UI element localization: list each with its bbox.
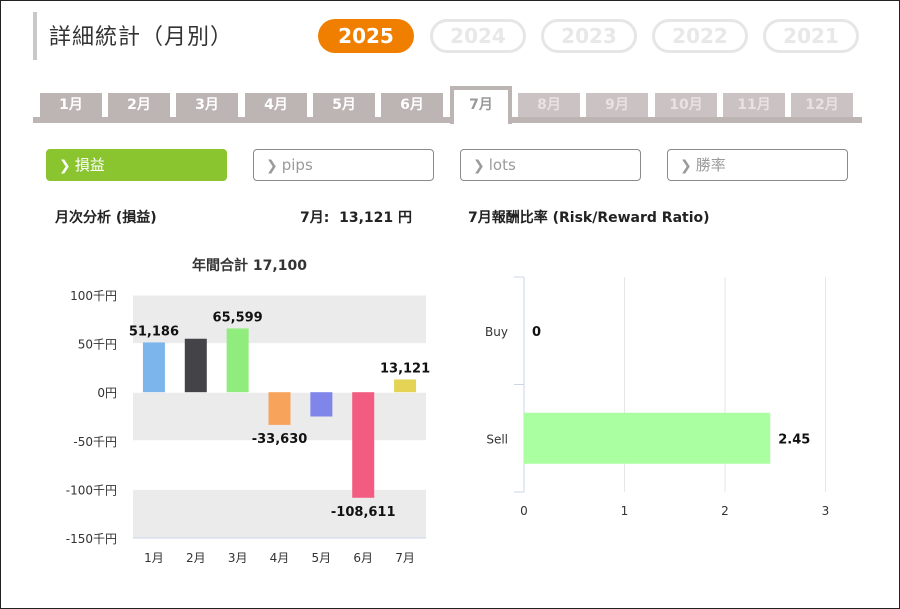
- month-tab-12[interactable]: 12月: [791, 93, 853, 117]
- bar-1月: [142, 342, 165, 393]
- metric-tab-label: lots: [488, 156, 516, 174]
- monthly-profit-chart: 100千円 50千円 0円 -50千円 -100千円 -150千円 年間合計 17,100 5…: [66, 257, 430, 565]
- month-tab-1[interactable]: 1月: [40, 93, 102, 117]
- bar-5月: [310, 392, 333, 417]
- data-label: 51,186: [129, 324, 179, 339]
- y-tick-label: Sell: [486, 432, 508, 446]
- month-tab-9[interactable]: 9月: [586, 93, 648, 117]
- x-tick-label: 1: [621, 504, 629, 518]
- bar-4月: [268, 392, 291, 425]
- month-tab-3[interactable]: 3月: [176, 93, 238, 117]
- year-tab-2024[interactable]: 2024: [430, 19, 526, 53]
- y-tick-label: -50千円: [73, 435, 117, 449]
- data-label: 65,599: [213, 310, 263, 325]
- y-tick-label: Buy: [485, 325, 508, 339]
- data-label: -108,611: [331, 505, 396, 520]
- bar-6月: [352, 392, 375, 498]
- y-tick-label: 50千円: [78, 338, 117, 352]
- bar-7月: [394, 379, 417, 393]
- metric-tab-winrate[interactable]: ❯ 勝率: [667, 149, 848, 181]
- chart-title: 年間合計 17,100: [192, 257, 307, 274]
- bar-2月: [184, 338, 207, 393]
- data-label: -33,630: [252, 432, 308, 447]
- x-tick-label: 3月: [228, 551, 248, 565]
- x-tick-label: 2月: [186, 551, 206, 565]
- month-tab-8[interactable]: 8月: [518, 93, 580, 117]
- grid-band: [133, 440, 426, 490]
- year-tab-2025[interactable]: 2025: [318, 19, 414, 53]
- chevron-right-icon: ❯: [59, 158, 71, 174]
- grid-band: [133, 295, 426, 344]
- monthly-analysis-heading: 月次分析 (損益): [55, 210, 157, 226]
- risk-reward-chart: 0 1 2 3 Buy 0 Sell 2.45: [485, 276, 830, 518]
- x-tick-label: 0: [520, 504, 528, 518]
- month-tab-11[interactable]: 11月: [723, 93, 785, 117]
- month-tab-4[interactable]: 4月: [245, 93, 307, 117]
- metric-tab-label: 勝率: [695, 156, 726, 174]
- data-label: 2.45: [778, 432, 810, 447]
- metric-tab-lots[interactable]: ❯ lots: [460, 149, 641, 181]
- metric-tab-label: pips: [281, 156, 313, 174]
- chevron-right-icon: ❯: [266, 158, 278, 174]
- y-tick-label: 100千円: [70, 289, 117, 303]
- bar-3月: [226, 328, 249, 393]
- bar-Sell: [524, 412, 771, 464]
- x-tick-label: 1月: [144, 551, 164, 565]
- metric-tab-label: 損益: [74, 156, 105, 174]
- x-tick-label: 4月: [270, 551, 290, 565]
- metric-tab-profit[interactable]: ❯ 損益: [46, 149, 227, 181]
- x-tick-label: 6月: [353, 551, 373, 565]
- x-tick-label: 2: [721, 504, 729, 518]
- x-tick-label: 7月: [395, 551, 415, 565]
- risk-reward-heading: 7月報酬比率 (Risk/Reward Ratio): [468, 210, 710, 226]
- page-title: 詳細統計（月別）: [49, 25, 234, 50]
- month-tab-5[interactable]: 5月: [313, 93, 375, 117]
- x-tick-label: 3: [822, 504, 830, 518]
- data-label: 13,121: [380, 361, 430, 376]
- title-accent-bar: [33, 12, 37, 60]
- month-tab-10[interactable]: 10月: [655, 93, 717, 117]
- month-tab-6[interactable]: 6月: [381, 93, 443, 117]
- selected-month-value: 7月: 13,121 円: [300, 210, 412, 226]
- grid-band: [133, 343, 426, 393]
- y-tick-label: 0円: [97, 386, 117, 400]
- month-tab-7[interactable]: 7月: [450, 86, 512, 124]
- year-tab-2021[interactable]: 2021: [763, 19, 859, 53]
- year-tab-2023[interactable]: 2023: [541, 19, 637, 53]
- metric-tab-pips[interactable]: ❯ pips: [253, 149, 434, 181]
- y-tick-label: -100千円: [66, 483, 117, 497]
- chevron-right-icon: ❯: [473, 158, 485, 174]
- month-tabs-baseline: [33, 117, 862, 123]
- x-tick-label: 5月: [312, 551, 332, 565]
- month-tab-2[interactable]: 2月: [108, 93, 170, 117]
- grid-band: [133, 489, 426, 538]
- year-tab-2022[interactable]: 2022: [652, 19, 748, 53]
- y-tick-label: -150千円: [66, 532, 117, 546]
- chevron-right-icon: ❯: [680, 158, 692, 174]
- data-label: 0: [532, 325, 541, 340]
